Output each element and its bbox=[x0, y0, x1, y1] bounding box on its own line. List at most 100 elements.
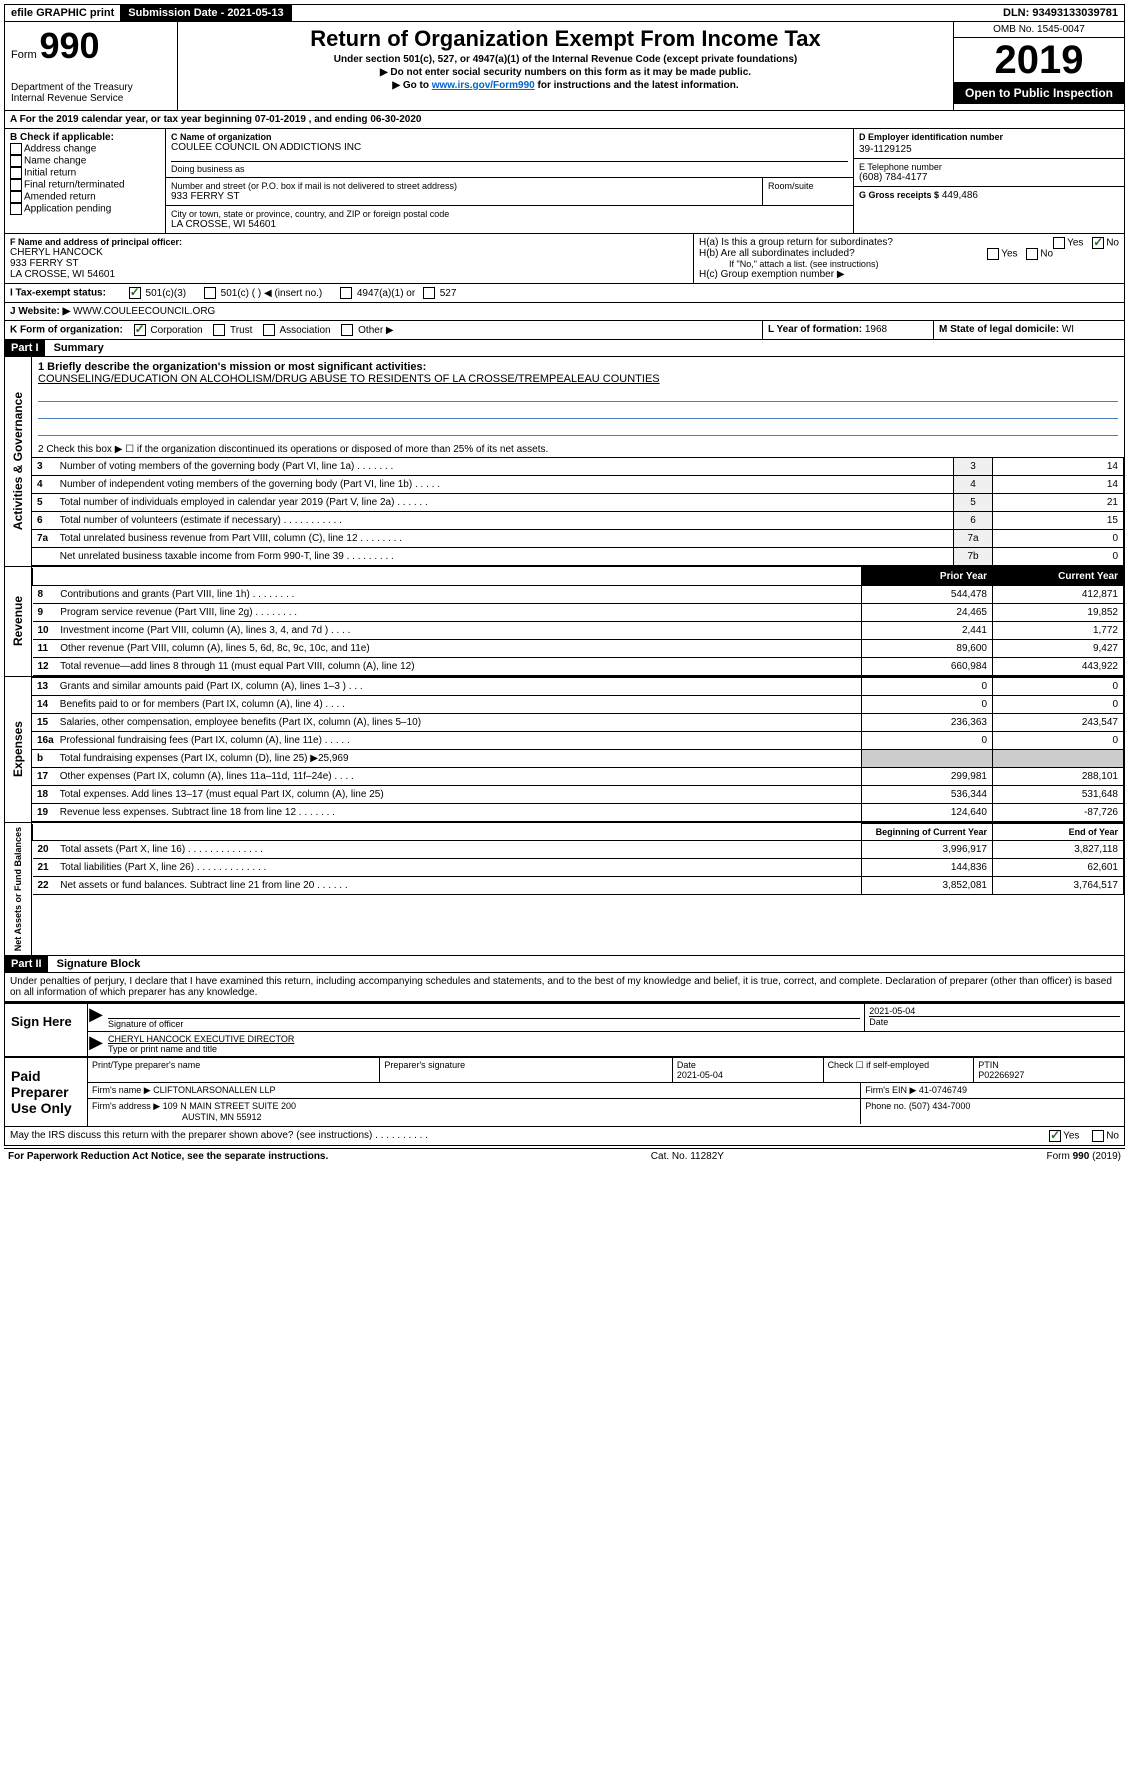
opt-address-change[interactable]: Address change bbox=[10, 143, 160, 155]
preparer-name-header: Print/Type preparer's name bbox=[88, 1058, 380, 1082]
sign-date: 2021-05-04 bbox=[869, 1006, 1120, 1016]
preparer-sig-header: Preparer's signature bbox=[380, 1058, 672, 1082]
begin-year-header: Beginning of Current Year bbox=[862, 824, 993, 841]
dept-label: Department of the Treasury Internal Reve… bbox=[11, 82, 171, 104]
org-info-block: B Check if applicable: Address change Na… bbox=[4, 129, 1125, 234]
revenue-table: Prior Year Current Year 8 Contributions … bbox=[32, 567, 1124, 676]
street-value: 933 FERRY ST bbox=[171, 191, 757, 202]
table-row: 4 Number of independent voting members o… bbox=[32, 476, 1124, 494]
typed-label: Type or print name and title bbox=[108, 1044, 1120, 1054]
firm-phone: (507) 434-7000 bbox=[909, 1101, 971, 1111]
street-label: Number and street (or P.O. box if mail i… bbox=[171, 181, 757, 191]
table-row: 8 Contributions and grants (Part VIII, l… bbox=[33, 586, 1124, 604]
revenue-block: Revenue Prior Year Current Year 8 Contri… bbox=[4, 567, 1125, 677]
firm-city: AUSTIN, MN 55912 bbox=[92, 1112, 856, 1122]
part-1-header-row: Part I Summary bbox=[4, 340, 1125, 357]
table-row: 17 Other expenses (Part IX, column (A), … bbox=[32, 768, 1124, 786]
date-label: Date bbox=[869, 1016, 1120, 1027]
l-label: L Year of formation: bbox=[768, 324, 862, 335]
f-label: F Name and address of principal officer: bbox=[10, 237, 688, 247]
form-footer: Form 990 (2019) bbox=[1047, 1151, 1121, 1162]
form-header: Form 990 Department of the Treasury Inte… bbox=[4, 22, 1125, 111]
block-b-title: B Check if applicable: bbox=[10, 132, 160, 143]
table-row: 14 Benefits paid to or for members (Part… bbox=[32, 696, 1124, 714]
header-right: OMB No. 1545-0047 2019 Open to Public In… bbox=[953, 22, 1124, 110]
e-label: E Telephone number bbox=[859, 162, 1119, 172]
subtitle-2: ▶ Do not enter social security numbers o… bbox=[186, 67, 945, 78]
table-row: b Total fundraising expenses (Part IX, c… bbox=[32, 750, 1124, 768]
mission-text: COUNSELING/EDUCATION ON ALCOHOLISM/DRUG … bbox=[38, 373, 1118, 385]
city-label: City or town, state or province, country… bbox=[171, 209, 848, 219]
opt-final-return[interactable]: Final return/terminated bbox=[10, 179, 160, 191]
block-c: C Name of organization COULEE COUNCIL ON… bbox=[166, 129, 853, 233]
table-row: 22 Net assets or fund balances. Subtract… bbox=[33, 877, 1124, 895]
part-2-header: Part II bbox=[5, 956, 48, 972]
prior-year-header: Prior Year bbox=[862, 568, 993, 586]
k-label: K Form of organization: bbox=[10, 325, 123, 336]
arrow-icon: ▶ bbox=[88, 1004, 104, 1031]
form-title: Return of Organization Exempt From Incom… bbox=[186, 26, 945, 52]
website-value: WWW.COULEECOUNCIL.ORG bbox=[73, 306, 215, 317]
instructions-link[interactable]: www.irs.gov/Form990 bbox=[432, 80, 535, 91]
table-row: 11 Other revenue (Part VIII, column (A),… bbox=[33, 640, 1124, 658]
org-name: COULEE COUNCIL ON ADDICTIONS INC bbox=[171, 142, 848, 153]
subtitle-3: ▶ Go to www.irs.gov/Form990 for instruct… bbox=[186, 80, 945, 91]
j-block: J Website: ▶ WWW.COULEECOUNCIL.ORG bbox=[4, 303, 1125, 321]
self-employed-check[interactable]: Check ☐ if self-employed bbox=[824, 1058, 975, 1082]
tax-year: 2019 bbox=[954, 38, 1124, 82]
sig-officer-label: Signature of officer bbox=[108, 1018, 860, 1029]
governance-table: 3 Number of voting members of the govern… bbox=[32, 457, 1124, 566]
table-row: 7a Total unrelated business revenue from… bbox=[32, 530, 1124, 548]
form-number: 990 bbox=[39, 25, 99, 66]
firm-ein: 41-0746749 bbox=[919, 1085, 967, 1095]
opt-application[interactable]: Application pending bbox=[10, 203, 160, 215]
part-2-title: Signature Block bbox=[51, 956, 147, 972]
i-block: I Tax-exempt status: 501(c)(3) 501(c) ( … bbox=[4, 284, 1125, 303]
block-deg: D Employer identification number 39-1129… bbox=[853, 129, 1124, 233]
hb-note: If "No," attach a list. (see instruction… bbox=[699, 259, 1119, 269]
table-row: 21 Total liabilities (Part X, line 26) .… bbox=[33, 859, 1124, 877]
paid-preparer-block: Paid Preparer Use Only Print/Type prepar… bbox=[4, 1057, 1125, 1127]
end-year-header: End of Year bbox=[993, 824, 1124, 841]
header-left: Form 990 Department of the Treasury Inte… bbox=[5, 22, 178, 110]
opt-amended[interactable]: Amended return bbox=[10, 191, 160, 203]
table-row: 3 Number of voting members of the govern… bbox=[32, 458, 1124, 476]
netassets-table: Beginning of Current Year End of Year 20… bbox=[32, 823, 1124, 895]
sign-here-block: Sign Here ▶ Signature of officer 2021-05… bbox=[4, 1002, 1125, 1057]
block-b: B Check if applicable: Address change Na… bbox=[5, 129, 166, 233]
city-value: LA CROSSE, WI 54601 bbox=[171, 219, 848, 230]
preparer-date: 2021-05-04 bbox=[677, 1070, 819, 1080]
netassets-block: Net Assets or Fund Balances Beginning of… bbox=[4, 823, 1125, 956]
firm-name: CLIFTONLARSONALLEN LLP bbox=[153, 1085, 275, 1095]
opt-name-change[interactable]: Name change bbox=[10, 155, 160, 167]
expenses-block: Expenses 13 Grants and similar amounts p… bbox=[4, 677, 1125, 823]
opt-initial-return[interactable]: Initial return bbox=[10, 167, 160, 179]
part-1-body: Activities & Governance 1 Briefly descri… bbox=[4, 357, 1125, 567]
revenue-label: Revenue bbox=[9, 592, 27, 650]
inspection-label: Open to Public Inspection bbox=[954, 82, 1124, 104]
room-label: Room/suite bbox=[768, 181, 848, 191]
phone-value: (608) 784-4177 bbox=[859, 172, 1119, 183]
cat-number: Cat. No. 11282Y bbox=[651, 1151, 724, 1162]
officer-name: CHERYL HANCOCK bbox=[10, 247, 688, 258]
section-a: A For the 2019 calendar year, or tax yea… bbox=[4, 111, 1125, 129]
table-row: 20 Total assets (Part X, line 16) . . . … bbox=[33, 841, 1124, 859]
part-2-header-row: Part II Signature Block bbox=[4, 956, 1125, 973]
officer-city: LA CROSSE, WI 54601 bbox=[10, 269, 688, 280]
fh-block: F Name and address of principal officer:… bbox=[4, 234, 1125, 284]
i-label: I Tax-exempt status: bbox=[10, 288, 106, 299]
table-row: 19 Revenue less expenses. Subtract line … bbox=[32, 804, 1124, 822]
table-row: 13 Grants and similar amounts paid (Part… bbox=[32, 678, 1124, 696]
header-center: Return of Organization Exempt From Incom… bbox=[178, 22, 953, 110]
hc-label: H(c) Group exemption number ▶ bbox=[699, 269, 1119, 280]
table-row: 16a Professional fundraising fees (Part … bbox=[32, 732, 1124, 750]
dba-label: Doing business as bbox=[171, 164, 848, 174]
c-label: C Name of organization bbox=[171, 132, 848, 142]
j-label: J Website: ▶ bbox=[10, 306, 70, 317]
table-row: 12 Total revenue—add lines 8 through 11 … bbox=[33, 658, 1124, 676]
expenses-table: 13 Grants and similar amounts paid (Part… bbox=[32, 677, 1124, 822]
ha-question: H(a) Is this a group return for subordin… bbox=[699, 237, 1119, 248]
netassets-label: Net Assets or Fund Balances bbox=[11, 823, 25, 955]
top-bar: efile GRAPHIC print Submission Date - 20… bbox=[4, 4, 1125, 22]
expenses-label: Expenses bbox=[9, 717, 27, 781]
